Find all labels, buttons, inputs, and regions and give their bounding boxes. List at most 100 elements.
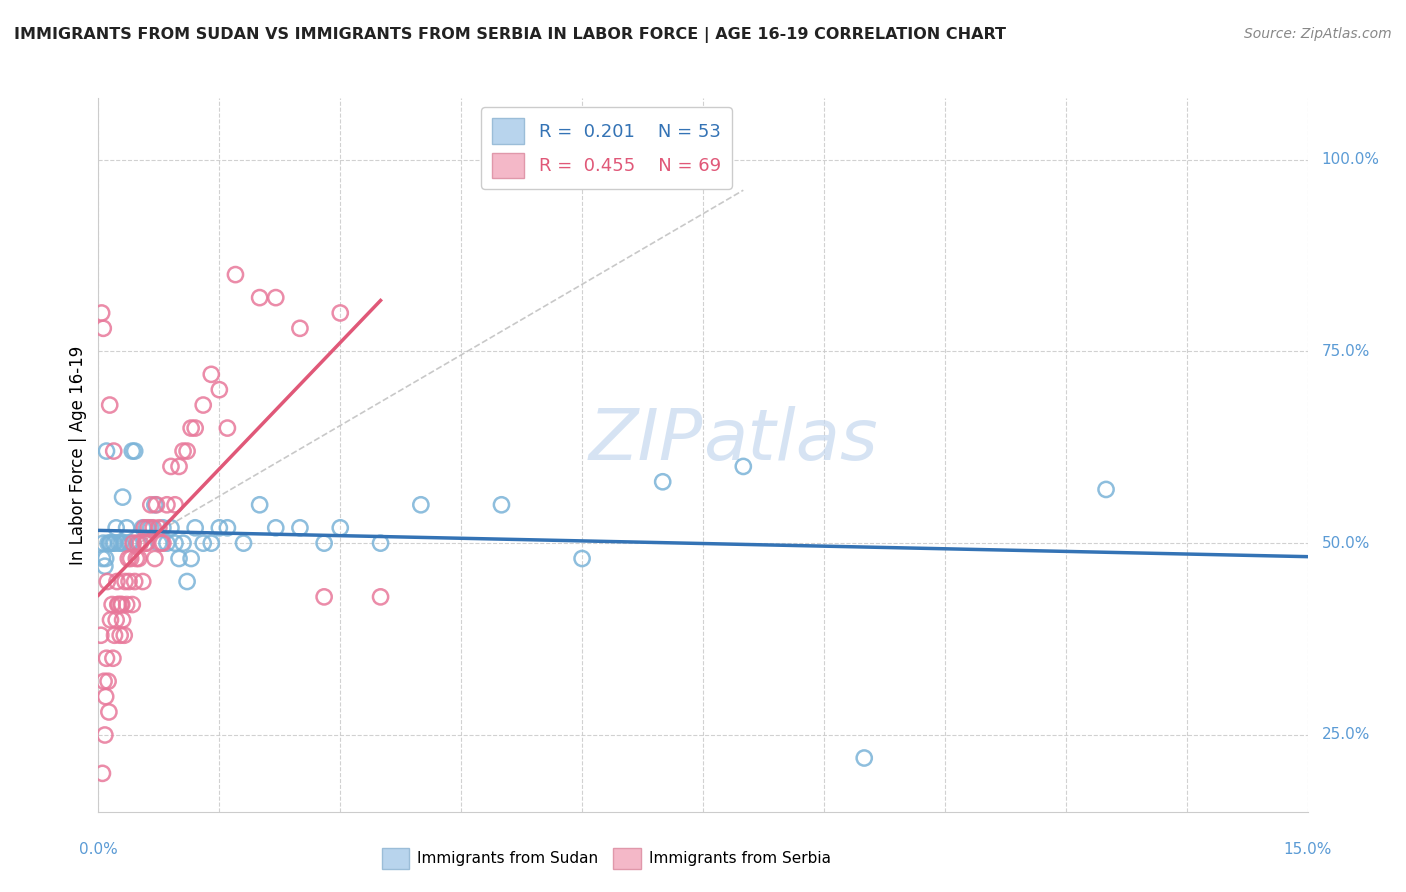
Point: [152, 536, 174, 550]
Text: 75.0%: 75.0%: [1322, 343, 1369, 359]
Point: [125, 551, 148, 566]
Point: [150, 536, 173, 550]
Point: [117, 551, 139, 566]
Point: [97, 705, 120, 719]
Point: [148, 536, 170, 550]
Point: [163, 536, 186, 550]
Point: [200, 536, 222, 550]
Point: [111, 598, 134, 612]
Point: [208, 383, 231, 397]
Point: [651, 475, 673, 489]
Point: [101, 598, 124, 612]
Point: [121, 444, 143, 458]
Point: [103, 444, 125, 458]
Point: [167, 459, 190, 474]
Point: [124, 444, 146, 458]
Point: [111, 490, 134, 504]
Point: [100, 613, 122, 627]
Point: [91, 536, 114, 550]
Point: [1095, 483, 1118, 497]
Point: [98, 536, 121, 550]
Point: [217, 521, 239, 535]
Point: [120, 536, 142, 550]
Point: [115, 598, 138, 612]
Point: [156, 498, 179, 512]
Point: [180, 551, 202, 566]
Point: [152, 521, 174, 535]
Point: [176, 444, 198, 458]
Point: [160, 521, 183, 535]
Point: [128, 536, 150, 550]
Text: atlas: atlas: [703, 406, 877, 475]
Point: [103, 536, 125, 550]
Point: [217, 421, 239, 435]
Point: [224, 268, 246, 282]
Point: [143, 551, 166, 566]
Point: [314, 536, 336, 550]
Point: [143, 498, 166, 512]
Point: [112, 628, 135, 642]
Point: [96, 651, 118, 665]
Y-axis label: In Labor Force | Age 16-19: In Labor Force | Age 16-19: [69, 345, 87, 565]
Point: [96, 574, 118, 589]
Point: [128, 551, 150, 566]
Point: [96, 444, 118, 458]
Point: [115, 521, 138, 535]
Point: [97, 674, 120, 689]
Point: [132, 521, 155, 535]
Point: [132, 574, 155, 589]
Point: [135, 536, 157, 550]
Text: 100.0%: 100.0%: [1322, 152, 1379, 167]
Text: Source: ZipAtlas.com: Source: ZipAtlas.com: [1244, 27, 1392, 41]
Point: [107, 536, 129, 550]
Point: [491, 498, 513, 512]
Point: [118, 536, 141, 550]
Point: [172, 536, 194, 550]
Point: [148, 521, 170, 535]
Legend: Immigrants from Sudan, Immigrants from Serbia: Immigrants from Sudan, Immigrants from S…: [375, 841, 837, 875]
Point: [91, 766, 114, 780]
Text: ZIP: ZIP: [589, 406, 703, 475]
Point: [156, 536, 179, 550]
Point: [134, 521, 156, 535]
Point: [167, 551, 190, 566]
Point: [184, 421, 207, 435]
Point: [91, 321, 114, 335]
Point: [135, 521, 157, 535]
Point: [370, 590, 392, 604]
Point: [264, 291, 287, 305]
Point: [105, 521, 128, 535]
Point: [329, 306, 352, 320]
Point: [184, 521, 207, 535]
Point: [193, 398, 215, 412]
Point: [108, 628, 131, 642]
Point: [208, 521, 231, 535]
Point: [103, 628, 125, 642]
Text: 50.0%: 50.0%: [1322, 536, 1369, 550]
Point: [163, 498, 186, 512]
Point: [370, 536, 392, 550]
Point: [107, 598, 129, 612]
Point: [288, 521, 311, 535]
Point: [138, 521, 160, 535]
Point: [176, 574, 198, 589]
Point: [129, 536, 152, 550]
Point: [409, 498, 432, 512]
Point: [571, 551, 593, 566]
Point: [107, 598, 129, 612]
Point: [94, 559, 117, 574]
Point: [121, 598, 143, 612]
Point: [93, 674, 115, 689]
Point: [105, 613, 128, 627]
Point: [264, 521, 287, 535]
Point: [193, 536, 215, 550]
Point: [200, 368, 222, 382]
Point: [111, 613, 134, 627]
Point: [110, 536, 132, 550]
Point: [139, 498, 162, 512]
Point: [90, 628, 112, 642]
Point: [101, 651, 124, 665]
Point: [122, 536, 145, 550]
Point: [145, 498, 167, 512]
Point: [160, 459, 183, 474]
